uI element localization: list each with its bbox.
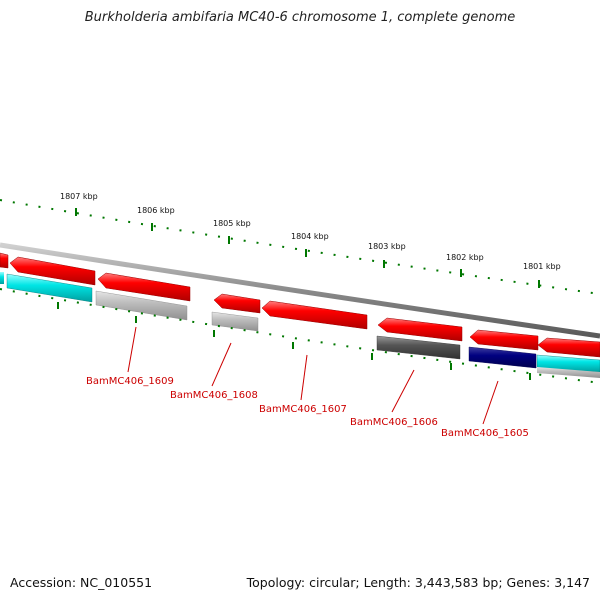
leader-line (391, 369, 415, 413)
gene-bar (468, 346, 537, 369)
leader-line (211, 342, 232, 387)
gene-arrow (377, 317, 463, 342)
gene-arrow (97, 272, 191, 302)
gene-arrow (537, 337, 600, 358)
scale-label: 1806 kbp (137, 206, 175, 215)
gene-arrow (0, 252, 9, 269)
leader-line (482, 380, 499, 425)
gene-bar (0, 272, 4, 284)
gene-label-bammc406-1605[interactable]: BamMC406_1605 (441, 428, 529, 439)
gene-bar (211, 311, 259, 332)
gene-bar (537, 367, 600, 378)
scale-label: 1801 kbp (523, 262, 561, 271)
genome-summary-text: Topology: circular; Length: 3,443,583 bp… (246, 575, 590, 590)
leader-line (300, 354, 308, 401)
gene-bar (6, 273, 93, 303)
chromosome-backbone (0, 242, 600, 339)
leader-line (127, 326, 137, 373)
scale-label: 1804 kbp (291, 232, 329, 241)
scale-label: 1803 kbp (368, 242, 406, 251)
accession-text: Accession: NC_010551 (10, 575, 153, 590)
outer-tick-ring (0, 199, 600, 295)
gene-label-bammc406-1608[interactable]: BamMC406_1608 (170, 390, 258, 401)
gene-bar (536, 354, 600, 373)
gene-arrow (213, 293, 261, 314)
gene-label-bammc406-1607[interactable]: BamMC406_1607 (259, 404, 347, 415)
gene-arrow (469, 329, 539, 351)
scale-label: 1805 kbp (213, 219, 251, 228)
gene-label-bammc406-1606[interactable]: BamMC406_1606 (350, 417, 438, 428)
gene-label-bammc406-1609[interactable]: BamMC406_1609 (86, 376, 174, 387)
reverse-strand-genes (0, 272, 600, 378)
scale-label: 1807 kbp (60, 192, 98, 201)
forward-strand-genes (0, 252, 600, 358)
gene-arrow (261, 300, 368, 330)
inner-tick-ring (0, 288, 600, 384)
gene-bar (376, 335, 461, 360)
gene-arrow (9, 256, 96, 286)
gene-bar (95, 290, 188, 321)
map-title: Burkholderia ambifaria MC40-6 chromosome… (84, 10, 516, 25)
scale-label: 1802 kbp (446, 253, 484, 262)
gene-label-leaders (127, 326, 499, 425)
